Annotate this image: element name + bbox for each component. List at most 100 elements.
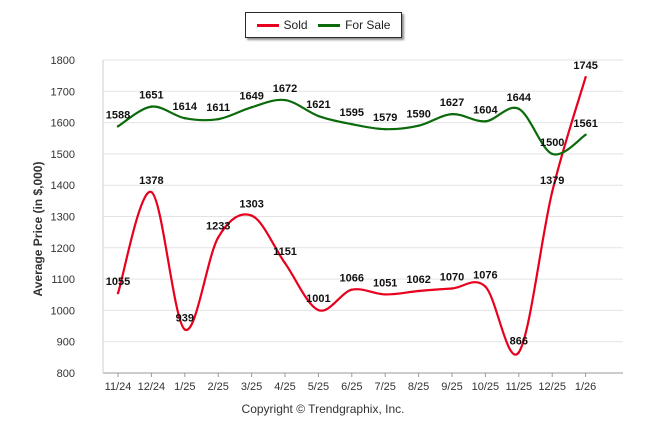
x-tick-labels: 11/24 12/24 1/25 2/25 3/25 4/25 5/25 6/25 7/25 8/…: [105, 381, 597, 393]
x-tick-label-12/25: 12/25: [538, 381, 566, 393]
data-label-sold-5: 1151: [273, 246, 297, 258]
legend-item-for-sale[interactable]: For Sale: [318, 18, 390, 32]
data-point-for-sale-10: [450, 112, 454, 116]
y-tick-label-1200: 1200: [51, 243, 75, 255]
data-point-sold-2: [183, 328, 186, 331]
data-label-sold-10: 1070: [440, 271, 464, 283]
data-label-for-sale-13: 1500: [540, 137, 564, 149]
x-tick-label-6/25: 6/25: [341, 381, 362, 393]
data-label-sold-13: 1379: [540, 175, 564, 187]
y-tick-label-800: 800: [57, 368, 75, 380]
axes: [102, 60, 623, 377]
data-label-sold-9: 1062: [406, 274, 430, 286]
data-point-sold-6: [317, 308, 320, 312]
x-tick-label-2/25: 2/25: [207, 381, 228, 393]
x-tick-label-11/25: 11/25: [505, 381, 532, 393]
x-tick-label-5/25: 5/25: [308, 381, 329, 393]
data-point-sold-7: [350, 288, 353, 291]
y-tick-label-1500: 1500: [51, 149, 75, 161]
data-label-for-sale-11: 1604: [473, 104, 498, 116]
data-point-for-sale-13: [551, 152, 554, 156]
y-tick-labels: 800 900 1000 1100 1200 1300 1400 1500 1600 1700 18…: [51, 55, 75, 380]
data-label-for-sale-5: 1672: [273, 83, 297, 95]
x-tick-label-1/26: 1/26: [575, 381, 596, 393]
legend: Sold For Sale: [245, 12, 402, 38]
data-point-sold-14: [584, 76, 587, 79]
legend-label-sold: Sold: [283, 18, 308, 32]
data-label-sold-6: 1001: [306, 293, 330, 305]
data-label-sold-11: 1076: [473, 270, 497, 282]
x-tick-label-4/25: 4/25: [274, 381, 295, 393]
y-tick-label-1800: 1800: [51, 55, 75, 67]
data-label-for-sale-2: 1614: [173, 101, 198, 113]
data-label-sold-2: 939: [176, 312, 194, 324]
data-point-sold-0: [116, 291, 120, 295]
legend-swatch-sold: [256, 23, 279, 27]
data-point-sold-13: [551, 190, 554, 193]
data-point-sold-11: [484, 285, 487, 288]
series-lines: [116, 76, 587, 356]
x-tick-label-11/24: 11/24: [105, 381, 132, 393]
data-label-sold-7: 1066: [340, 273, 364, 285]
data-point-sold-5: [283, 261, 287, 265]
legend-label-for-sale: For Sale: [345, 18, 391, 32]
data-point-sold-9: [417, 289, 420, 293]
data-point-for-sale-12: [517, 107, 520, 111]
data-label-sold-3: 1233: [206, 220, 230, 232]
x-tick-label-10/25: 10/25: [472, 381, 500, 393]
data-point-for-sale-9: [417, 124, 420, 127]
legend-swatch-for-sale: [318, 23, 341, 27]
y-tick-label-1300: 1300: [51, 212, 75, 224]
data-label-for-sale-1: 1651: [139, 90, 163, 102]
data-point-for-sale-5: [283, 98, 287, 102]
data-point-for-sale-2: [183, 117, 186, 120]
data-label-sold-14: 1745: [573, 60, 597, 72]
data-labels: 1055 1378 939 1233 1303 1151 1001 1066 1051 1062 1…: [106, 60, 598, 347]
data-point-for-sale-0: [116, 125, 120, 128]
x-tick-label-8/25: 8/25: [408, 381, 429, 393]
copyright-footer: Copyright © Trendgraphix, Inc.: [241, 402, 405, 416]
data-point-for-sale-14: [584, 133, 587, 137]
y-tick-label-1400: 1400: [51, 180, 75, 192]
data-point-sold-12: [517, 351, 520, 354]
y-tick-label-1100: 1100: [51, 274, 75, 286]
legend-item-sold[interactable]: Sold: [256, 18, 308, 32]
data-point-sold-8: [384, 293, 387, 296]
data-point-sold-1: [150, 190, 153, 194]
x-tick-label-3/25: 3/25: [241, 381, 262, 393]
grid-lines: [103, 59, 623, 374]
data-label-for-sale-14: 1561: [573, 118, 597, 130]
data-label-for-sale-6: 1621: [306, 99, 330, 111]
data-point-for-sale-7: [350, 122, 353, 126]
y-tick-label-900: 900: [57, 337, 75, 349]
data-label-for-sale-8: 1579: [373, 112, 397, 124]
data-label-for-sale-0: 1588: [106, 109, 130, 121]
x-tick-label-12/24: 12/24: [138, 381, 166, 393]
data-label-for-sale-7: 1595: [340, 107, 364, 119]
data-label-sold-0: 1055: [106, 276, 130, 288]
data-point-for-sale-6: [317, 114, 320, 118]
y-axis-label: Average Price (in $,000): [31, 162, 45, 297]
data-label-for-sale-9: 1590: [406, 109, 430, 121]
data-label-for-sale-12: 1644: [507, 92, 532, 104]
data-label-sold-8: 1051: [373, 277, 397, 289]
data-label-for-sale-3: 1611: [206, 102, 230, 114]
data-point-for-sale-11: [484, 120, 487, 123]
data-label-for-sale-10: 1627: [440, 97, 464, 109]
data-point-sold-3: [217, 236, 220, 239]
x-tick-label-9/25: 9/25: [441, 381, 462, 393]
y-tick-label-1700: 1700: [51, 86, 75, 98]
x-tick-label-7/25: 7/25: [374, 381, 395, 393]
data-point-sold-4: [250, 214, 253, 217]
data-point-for-sale-1: [150, 105, 153, 108]
data-label-sold-12: 866: [510, 335, 528, 347]
data-point-for-sale-8: [384, 127, 387, 131]
data-label-sold-1: 1378: [139, 175, 163, 187]
y-tick-label-1600: 1600: [51, 118, 75, 130]
data-point-sold-10: [450, 287, 454, 290]
y-tick-label-1000: 1000: [51, 305, 75, 317]
x-tick-label-1/25: 1/25: [174, 381, 195, 393]
data-label-for-sale-4: 1649: [239, 90, 263, 102]
data-point-for-sale-3: [217, 117, 220, 121]
